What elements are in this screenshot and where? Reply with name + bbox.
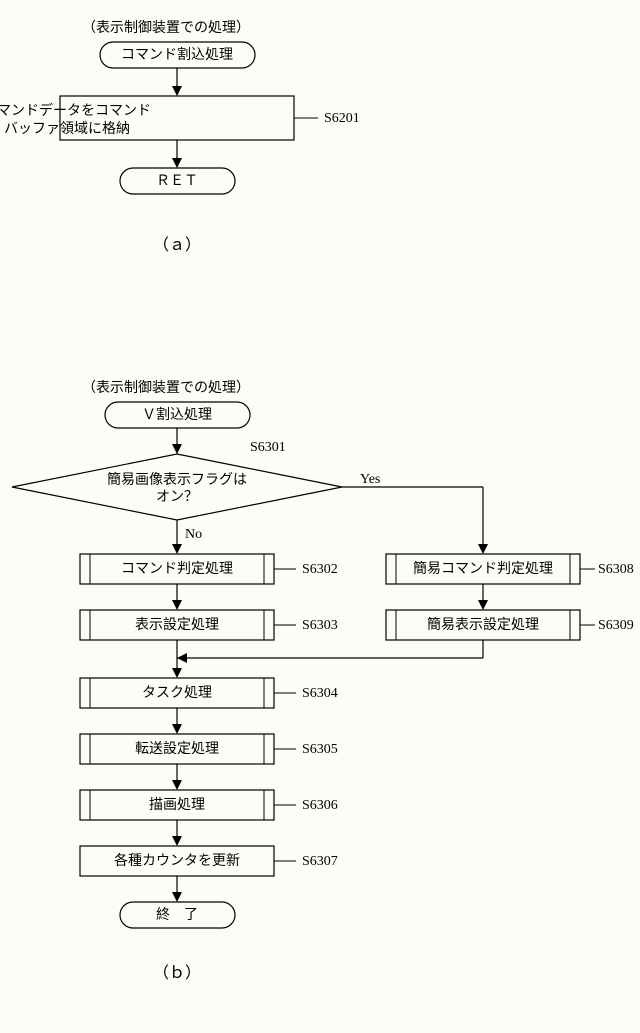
process-s6201-line1: コマンドデータをコマンド — [0, 102, 151, 119]
end-a: ＲＥＴ — [120, 168, 235, 194]
label-s6309: 簡易表示設定処理 — [427, 617, 539, 633]
start-a: コマンド割込処理 — [100, 42, 255, 68]
subprocess-s6306: 描画処理 S6306 — [80, 790, 338, 820]
step-id-s6301: S6301 — [250, 440, 286, 455]
subprocess-s6305: 転送設定処理 S6305 — [80, 734, 338, 764]
caption-b: （ｂ） — [153, 964, 201, 982]
process-s6307: 各種カウンタを更新 S6307 — [80, 846, 338, 876]
step-id-s6201: S6201 — [324, 111, 360, 126]
subprocess-s6304: タスク処理 S6304 — [80, 678, 338, 708]
end-a-label: ＲＥＴ — [156, 174, 198, 189]
end-b: 終 了 — [120, 902, 235, 928]
start-a-label: コマンド割込処理 — [121, 46, 233, 63]
decision-s6301: 簡易画像表示フラグは オン？ S6301 Yes No — [12, 440, 380, 542]
step-id-s6303: S6303 — [302, 618, 338, 633]
step-id-s6305: S6305 — [302, 742, 338, 757]
context-label-b: （表示制御装置での処理） — [82, 380, 250, 396]
step-id-s6309: S6309 — [598, 618, 634, 633]
step-id-s6307: S6307 — [302, 854, 338, 869]
start-b-label: Ｖ割込処理 — [142, 406, 212, 423]
step-id-s6302: S6302 — [302, 562, 338, 577]
subprocess-s6303: 表示設定処理 S6303 — [80, 610, 338, 640]
label-s6303: 表示設定処理 — [135, 617, 219, 633]
label-s6304: タスク処理 — [142, 685, 212, 701]
process-s6201-line2: バッファ領域に格納 — [4, 120, 130, 137]
subprocess-s6302: コマンド判定処理 S6302 — [80, 554, 338, 584]
label-s6306: 描画処理 — [149, 797, 205, 813]
label-s6305: 転送設定処理 — [135, 741, 219, 757]
end-b-label: 終 了 — [156, 907, 198, 923]
process-s6201: コマンドデータをコマンド バッファ領域に格納 S6201 — [0, 96, 360, 140]
no-label: No — [185, 527, 202, 542]
step-id-s6306: S6306 — [302, 798, 338, 813]
step-id-s6308: S6308 — [598, 562, 634, 577]
context-label-a: （表示制御装置での処理） — [82, 20, 250, 36]
step-id-s6304: S6304 — [302, 686, 338, 701]
label-s6308: 簡易コマンド判定処理 — [413, 561, 553, 577]
label-s6302: コマンド判定処理 — [121, 561, 233, 577]
caption-a: （ａ） — [153, 236, 201, 254]
decision-line1: 簡易画像表示フラグは — [107, 472, 247, 488]
yes-label: Yes — [360, 472, 380, 487]
flowchart-b: （表示制御装置での処理） Ｖ割込処理 簡易画像表示フラグは オン？ S6301 … — [12, 380, 634, 982]
decision-line2: オン？ — [156, 490, 198, 505]
diagram-canvas: （表示制御装置での処理） コマンド割込処理 コマンドデータをコマンド バッファ領… — [0, 0, 640, 1033]
subprocess-s6309: 簡易表示設定処理 S6309 — [386, 610, 634, 640]
label-s6307: 各種カウンタを更新 — [114, 853, 240, 869]
subprocess-s6308: 簡易コマンド判定処理 S6308 — [386, 554, 634, 584]
flowchart-a: （表示制御装置での処理） コマンド割込処理 コマンドデータをコマンド バッファ領… — [0, 20, 360, 254]
start-b: Ｖ割込処理 — [105, 402, 250, 428]
